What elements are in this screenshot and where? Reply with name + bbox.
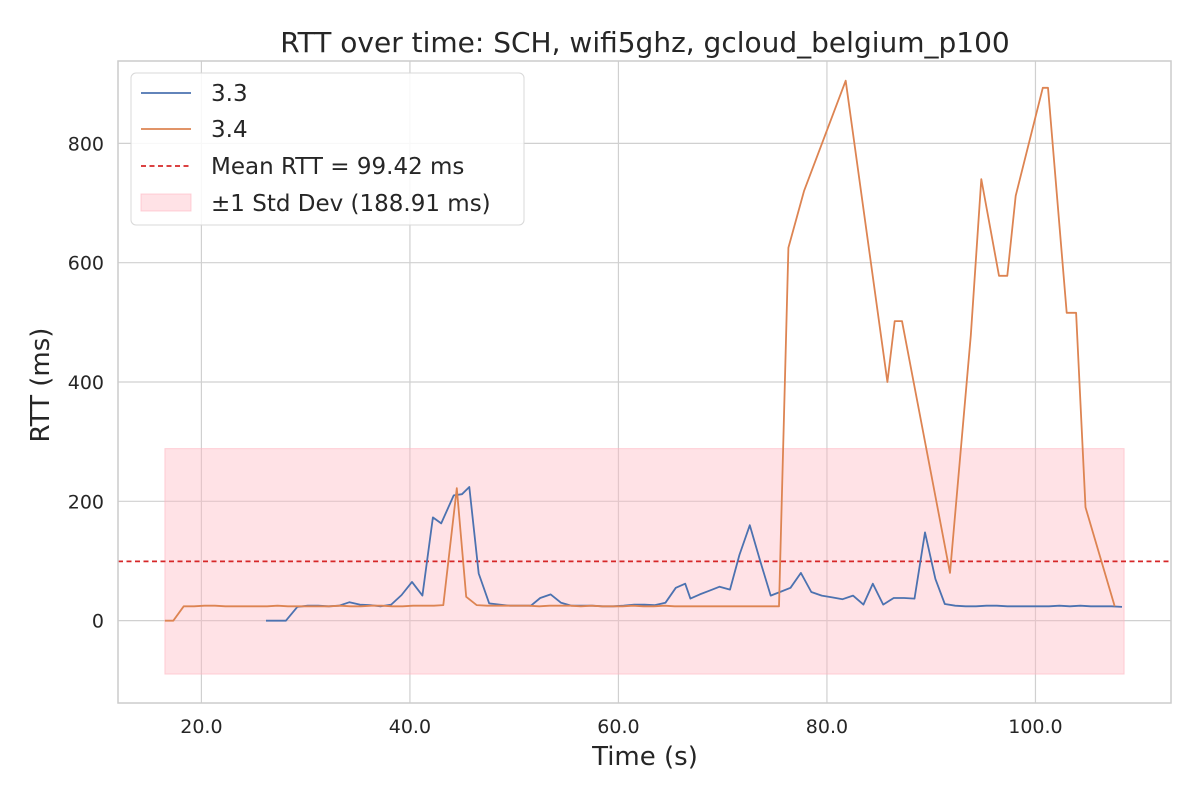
x-tick-label: 100.0 [1008, 716, 1062, 738]
legend-label-3-4: 3.4 [211, 117, 248, 143]
series-line-3-3 [266, 486, 1123, 622]
x-tick-labels: 20.0 40.0 60.0 80.0 100.0 [180, 716, 1062, 738]
legend-swatch-std-band [140, 193, 192, 212]
y-tick-label: 400 [68, 372, 104, 394]
y-tick-label: 800 [68, 133, 104, 155]
y-tick-label: 600 [68, 253, 104, 275]
x-tick-label: 40.0 [389, 716, 431, 738]
legend-label-mean: Mean RTT = 99.42 ms [211, 154, 464, 180]
y-tick-label: 200 [68, 491, 104, 513]
y-tick-labels: 0 200 400 600 800 [68, 133, 104, 632]
x-tick-label: 80.0 [806, 716, 848, 738]
chart-title: RTT over time: SCH, wifi5ghz, gcloud_bel… [280, 26, 1009, 59]
y-axis-label: RTT (ms) [26, 328, 56, 443]
x-tick-label: 60.0 [597, 716, 639, 738]
legend-box [130, 72, 525, 226]
x-axis-label: Time (s) [591, 742, 698, 772]
legend-label-std-band: ±1 Std Dev (188.91 ms) [211, 191, 491, 217]
legend: 3.3 3.4 Mean RTT = 99.42 ms ±1 Std Dev (… [130, 72, 525, 226]
y-tick-label: 0 [92, 611, 104, 633]
series-group [164, 79, 1123, 622]
plot-frame [117, 60, 1172, 704]
series-line-3-4 [164, 79, 1116, 622]
x-tick-label: 20.0 [180, 716, 222, 738]
legend-label-3-3: 3.3 [211, 81, 248, 107]
